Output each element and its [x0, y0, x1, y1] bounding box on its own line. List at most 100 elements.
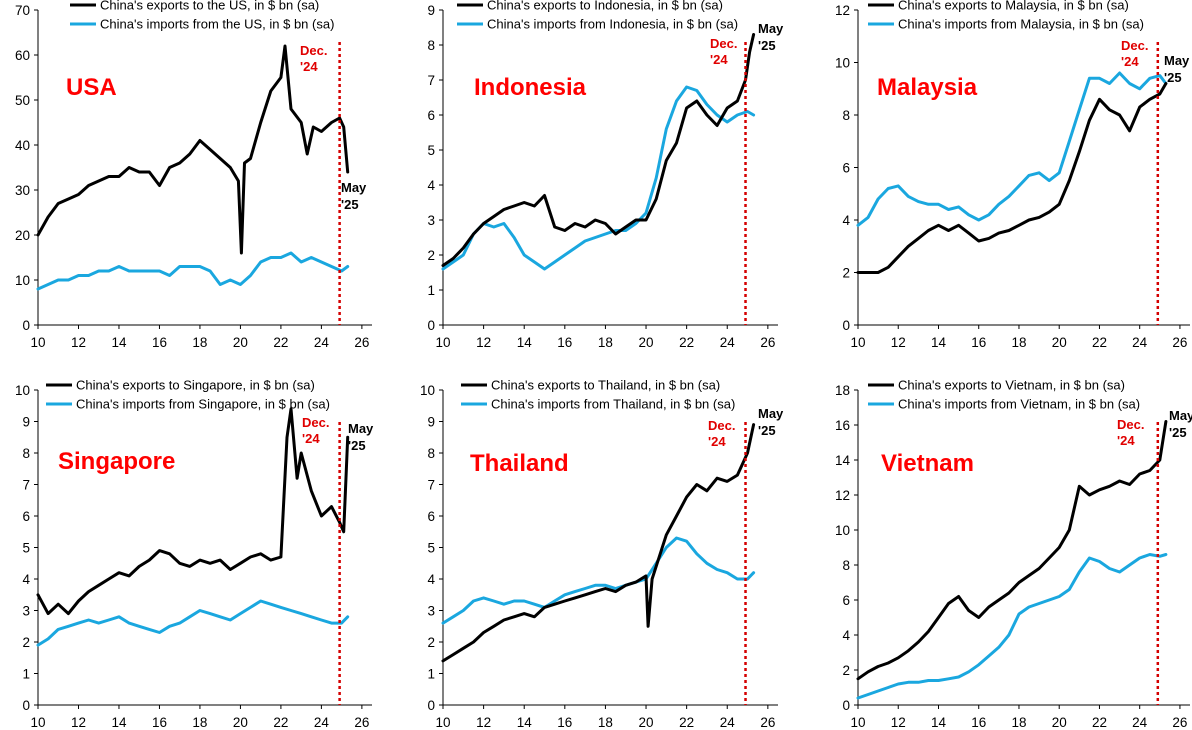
x-tick-label: 10 [30, 715, 45, 730]
x-tick-label: 24 [720, 335, 736, 350]
y-tick-label: 10 [835, 523, 850, 538]
y-tick-label: 0 [22, 698, 30, 713]
y-tick-label: 1 [427, 283, 435, 298]
exports-series-line [36, 407, 350, 616]
x-tick-label: 20 [233, 335, 248, 350]
y-tick-label: 30 [15, 183, 30, 198]
x-tick-label: 22 [1092, 715, 1107, 730]
dec-24-label: '24 [302, 431, 320, 446]
x-tick-label: 26 [354, 715, 369, 730]
y-tick-label: 16 [835, 418, 850, 433]
x-tick-label: 14 [931, 715, 947, 730]
y-tick-label: 10 [420, 383, 435, 398]
exports-series-line [856, 82, 1168, 274]
dec-24-label: '24 [1117, 433, 1135, 448]
x-tick-label: 22 [273, 715, 288, 730]
y-tick-label: 8 [842, 108, 850, 123]
x-tick-label: 14 [517, 715, 533, 730]
may-25-label: '25 [1164, 70, 1182, 85]
legend-imports-label: China's imports from the US, in $ bn (sa… [100, 17, 334, 32]
x-tick-label: 18 [598, 335, 613, 350]
x-tick-label: 16 [557, 715, 572, 730]
may-25-label: '25 [758, 38, 776, 53]
legend-imports-label: China's imports from Indonesia, in $ bn … [487, 17, 738, 32]
dec-24-label: Dec. [708, 418, 735, 433]
x-tick-label: 10 [30, 335, 45, 350]
legend-exports-label: China's exports to the US, in $ bn (sa) [100, 0, 319, 13]
y-tick-label: 0 [427, 318, 435, 333]
x-tick-label: 24 [1132, 715, 1148, 730]
x-tick-label: 24 [720, 715, 736, 730]
x-tick-label: 26 [1172, 715, 1187, 730]
x-tick-label: 26 [1172, 335, 1187, 350]
y-tick-label: 4 [427, 572, 435, 587]
legend-exports-label: China's exports to Thailand, in $ bn (sa… [491, 378, 720, 393]
y-tick-label: 12 [835, 3, 850, 18]
y-tick-label: 0 [842, 698, 850, 713]
y-tick-label: 10 [15, 383, 30, 398]
y-tick-label: 2 [842, 663, 850, 678]
may-25-label: May [1169, 408, 1192, 423]
x-tick-label: 20 [639, 335, 654, 350]
imports-series-line [441, 536, 756, 625]
y-tick-label: 8 [22, 446, 30, 461]
dec-24-label: '24 [710, 52, 728, 67]
x-tick-label: 16 [971, 715, 986, 730]
y-tick-label: 1 [22, 667, 30, 682]
x-tick-label: 22 [1092, 335, 1107, 350]
y-tick-label: 6 [427, 509, 435, 524]
may-25-label: May [348, 421, 374, 436]
legend-exports-label: China's exports to Vietnam, in $ bn (sa) [898, 378, 1125, 393]
y-tick-label: 60 [15, 48, 30, 63]
y-tick-label: 9 [427, 415, 435, 430]
legend-exports-label: China's exports to Indonesia, in $ bn (s… [487, 0, 723, 13]
dec-24-label: Dec. [1121, 38, 1148, 53]
y-tick-label: 3 [22, 604, 30, 619]
x-tick-label: 10 [435, 715, 450, 730]
dec-24-label: '24 [708, 434, 726, 449]
imports-series-line [36, 599, 350, 647]
country-label: Indonesia [474, 74, 587, 101]
y-tick-label: 10 [835, 56, 850, 71]
y-tick-label: 70 [15, 3, 30, 18]
imports-series-line [856, 553, 1168, 700]
y-tick-label: 0 [427, 698, 435, 713]
x-tick-label: 12 [891, 715, 906, 730]
may-25-label: '25 [758, 423, 776, 438]
may-25-label: '25 [348, 438, 366, 453]
y-tick-label: 2 [427, 248, 435, 263]
x-tick-label: 10 [850, 335, 865, 350]
x-tick-label: 14 [931, 335, 947, 350]
x-tick-label: 12 [891, 335, 906, 350]
imports-series-line [36, 251, 350, 291]
country-label: Singapore [58, 448, 175, 475]
y-tick-label: 4 [842, 628, 850, 643]
y-tick-label: 9 [22, 415, 30, 430]
x-tick-label: 10 [435, 335, 450, 350]
x-tick-label: 24 [1132, 335, 1148, 350]
x-tick-label: 26 [760, 335, 775, 350]
legend-imports-label: China's imports from Vietnam, in $ bn (s… [898, 397, 1140, 412]
may-25-label: May [341, 180, 367, 195]
exports-series-line [441, 33, 756, 267]
y-tick-label: 14 [835, 453, 851, 468]
y-tick-label: 5 [22, 541, 30, 556]
y-tick-label: 10 [15, 273, 30, 288]
x-tick-label: 26 [760, 715, 775, 730]
dec-24-label: Dec. [302, 415, 329, 430]
country-label: USA [66, 74, 117, 101]
legend-exports-label: China's exports to Singapore, in $ bn (s… [76, 378, 315, 393]
y-tick-label: 6 [22, 509, 30, 524]
y-tick-label: 5 [427, 143, 435, 158]
y-tick-label: 6 [842, 161, 850, 176]
x-tick-label: 18 [192, 335, 207, 350]
y-tick-label: 4 [22, 572, 30, 587]
y-tick-label: 7 [22, 478, 30, 493]
x-tick-label: 24 [314, 335, 330, 350]
